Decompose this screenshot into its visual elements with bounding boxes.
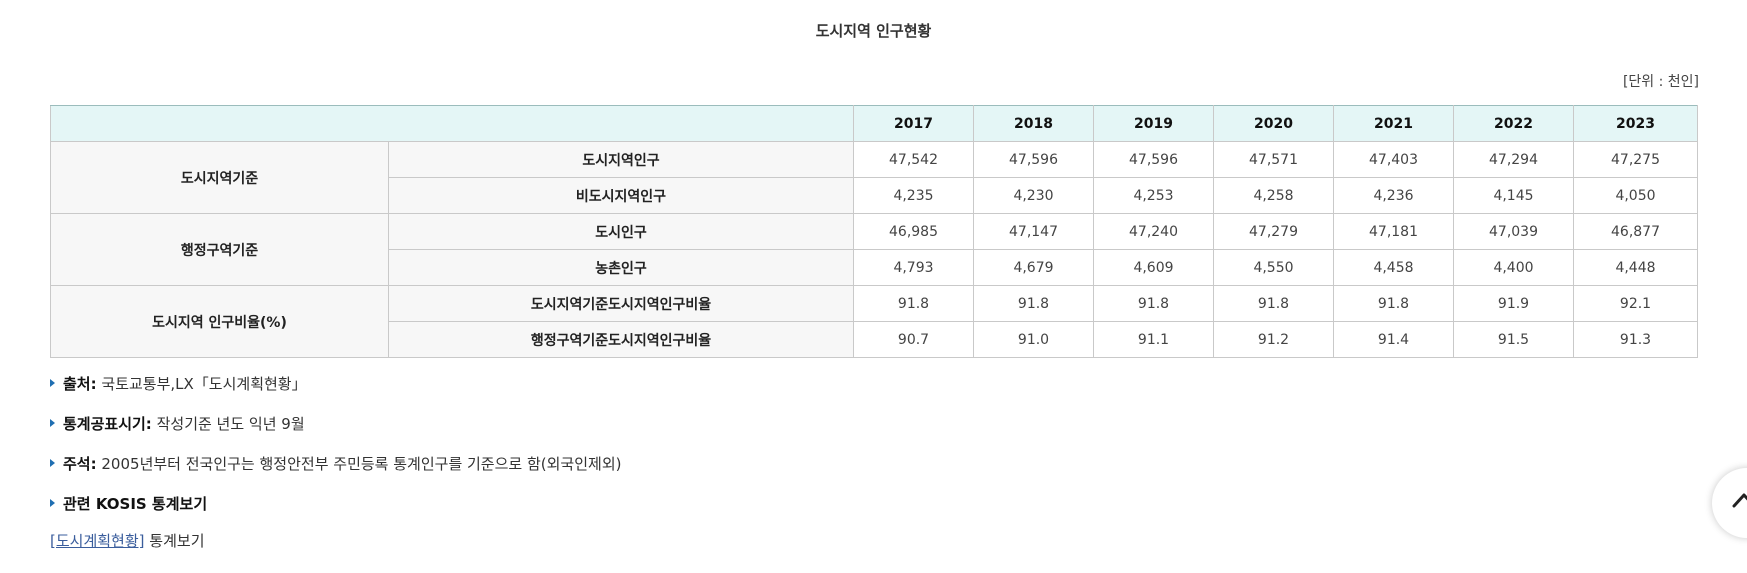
- note-source: 출처: 국토교통부,LX「도시계획현황」: [50, 372, 621, 412]
- header-row: 2017 2018 2019 2020 2021 2022 2023: [50, 105, 1698, 142]
- table-cell: 91.5: [1453, 321, 1574, 358]
- note-text: 2005년부터 전국인구는 행정안전부 주민등록 통계인구를 기준으로 함(외국…: [101, 455, 622, 473]
- triangle-right-icon: [50, 379, 55, 387]
- note-kosis-heading: 관련 KOSIS 통계보기: [50, 492, 621, 532]
- year-header: 2021: [1333, 105, 1454, 142]
- statistics-table: 2017 2018 2019 2020 2021 2022 2023 도시지역기…: [50, 105, 1698, 358]
- table-row: 행정구역기준 도시인구 46,985 47,147 47,240 47,279 …: [50, 213, 1698, 286]
- row-header: 도시인구: [388, 213, 854, 250]
- table-row: 농촌인구 4,793 4,679 4,609 4,550 4,458 4,400…: [51, 249, 1698, 286]
- triangle-right-icon: [50, 499, 55, 507]
- table-cell: 91.8: [973, 285, 1094, 322]
- note-text: 국토교통부,LX「도시계획현황」: [101, 375, 307, 393]
- table-cell: 91.1: [1093, 321, 1214, 358]
- notes-section: 출처: 국토교통부,LX「도시계획현황」 통계공표시기: 작성기준 년도 익년 …: [50, 372, 621, 532]
- table-cell: 4,793: [853, 249, 974, 286]
- table-row: 도시지역기준 도시지역인구 47,542 47,596 47,596 47,57…: [50, 141, 1698, 214]
- note-label: 통계공표시기:: [63, 415, 152, 433]
- triangle-right-icon: [50, 459, 55, 467]
- table-cell: 4,609: [1093, 249, 1214, 286]
- kosis-heading: 관련 KOSIS 통계보기: [63, 495, 208, 513]
- related-link-row: [도시계획현황] 통계보기: [50, 530, 205, 551]
- note-text: 작성기준 년도 익년 9월: [156, 415, 305, 433]
- related-stats-link[interactable]: [도시계획현황]: [50, 532, 145, 550]
- table-cell: 91.3: [1573, 321, 1698, 358]
- year-header: 2023: [1573, 105, 1698, 142]
- table-cell: 4,235: [853, 177, 974, 214]
- group-header-administrative: 행정구역기준: [50, 213, 389, 286]
- year-header: 2022: [1453, 105, 1574, 142]
- table-cell: 92.1: [1573, 285, 1698, 322]
- table-row: 도시지역 인구비율(%) 도시지역기준도시지역인구비율 91.8 91.8 91…: [50, 285, 1698, 358]
- year-header: 2018: [973, 105, 1094, 142]
- note-label: 주석:: [63, 455, 97, 473]
- triangle-right-icon: [50, 419, 55, 427]
- group-header-urban-ratio: 도시지역 인구비율(%): [50, 285, 389, 358]
- table-cell: 4,400: [1453, 249, 1574, 286]
- row-header: 비도시지역인구: [388, 177, 854, 214]
- scroll-top-button[interactable]: [1712, 468, 1747, 538]
- table-cell: 91.8: [853, 285, 974, 322]
- year-header: 2017: [853, 105, 974, 142]
- page-title: 도시지역 인구현황: [815, 22, 932, 40]
- row-header: 농촌인구: [388, 249, 854, 286]
- table-cell: 46,985: [853, 213, 974, 250]
- table-cell: 47,571: [1213, 141, 1334, 178]
- table-cell: 47,240: [1093, 213, 1214, 250]
- year-header: 2020: [1213, 105, 1334, 142]
- table-cell: 90.7: [853, 321, 974, 358]
- table-cell: 4,550: [1213, 249, 1334, 286]
- table-cell: 47,596: [973, 141, 1094, 178]
- note-remark: 주석: 2005년부터 전국인구는 행정안전부 주민등록 통계인구를 기준으로 …: [50, 452, 621, 492]
- row-header: 행정구역기준도시지역인구비율: [388, 321, 854, 358]
- table-cell: 47,596: [1093, 141, 1214, 178]
- table-cell: 91.4: [1333, 321, 1454, 358]
- table-cell: 4,230: [973, 177, 1094, 214]
- table-cell: 4,050: [1573, 177, 1698, 214]
- table-cell: 4,679: [973, 249, 1094, 286]
- table-cell: 91.0: [973, 321, 1094, 358]
- table-row: 비도시지역인구 4,235 4,230 4,253 4,258 4,236 4,…: [51, 177, 1698, 214]
- chevron-up-icon: [1732, 493, 1747, 508]
- related-suffix: 통계보기: [149, 532, 205, 550]
- year-header: 2019: [1093, 105, 1214, 142]
- table-cell: 46,877: [1573, 213, 1698, 250]
- note-label: 출처:: [63, 375, 97, 393]
- table-cell: 91.8: [1093, 285, 1214, 322]
- table-cell: 47,147: [973, 213, 1094, 250]
- row-header: 도시지역기준도시지역인구비율: [388, 285, 854, 322]
- table-cell: 47,403: [1333, 141, 1454, 178]
- table-row: 행정구역기준도시지역인구비율 90.7 91.0 91.1 91.2 91.4 …: [51, 321, 1698, 358]
- table-cell: 4,448: [1573, 249, 1698, 286]
- table-cell: 47,181: [1333, 213, 1454, 250]
- table-cell: 47,294: [1453, 141, 1574, 178]
- table-cell: 47,279: [1213, 213, 1334, 250]
- table-cell: 91.2: [1213, 321, 1334, 358]
- header-blank-cell: [50, 105, 854, 142]
- table-cell: 47,542: [853, 141, 974, 178]
- table-cell: 4,236: [1333, 177, 1454, 214]
- table-cell: 91.8: [1213, 285, 1334, 322]
- table-cell: 4,253: [1093, 177, 1214, 214]
- table-cell: 91.8: [1333, 285, 1454, 322]
- unit-label: [단위 : 천인]: [1622, 74, 1699, 90]
- table-cell: 4,145: [1453, 177, 1574, 214]
- table-cell: 4,458: [1333, 249, 1454, 286]
- note-release: 통계공표시기: 작성기준 년도 익년 9월: [50, 412, 621, 452]
- row-header: 도시지역인구: [388, 141, 854, 178]
- table-cell: 4,258: [1213, 177, 1334, 214]
- table-cell: 91.9: [1453, 285, 1574, 322]
- group-header-urban-area: 도시지역기준: [50, 141, 389, 214]
- table-cell: 47,039: [1453, 213, 1574, 250]
- table-cell: 47,275: [1573, 141, 1698, 178]
